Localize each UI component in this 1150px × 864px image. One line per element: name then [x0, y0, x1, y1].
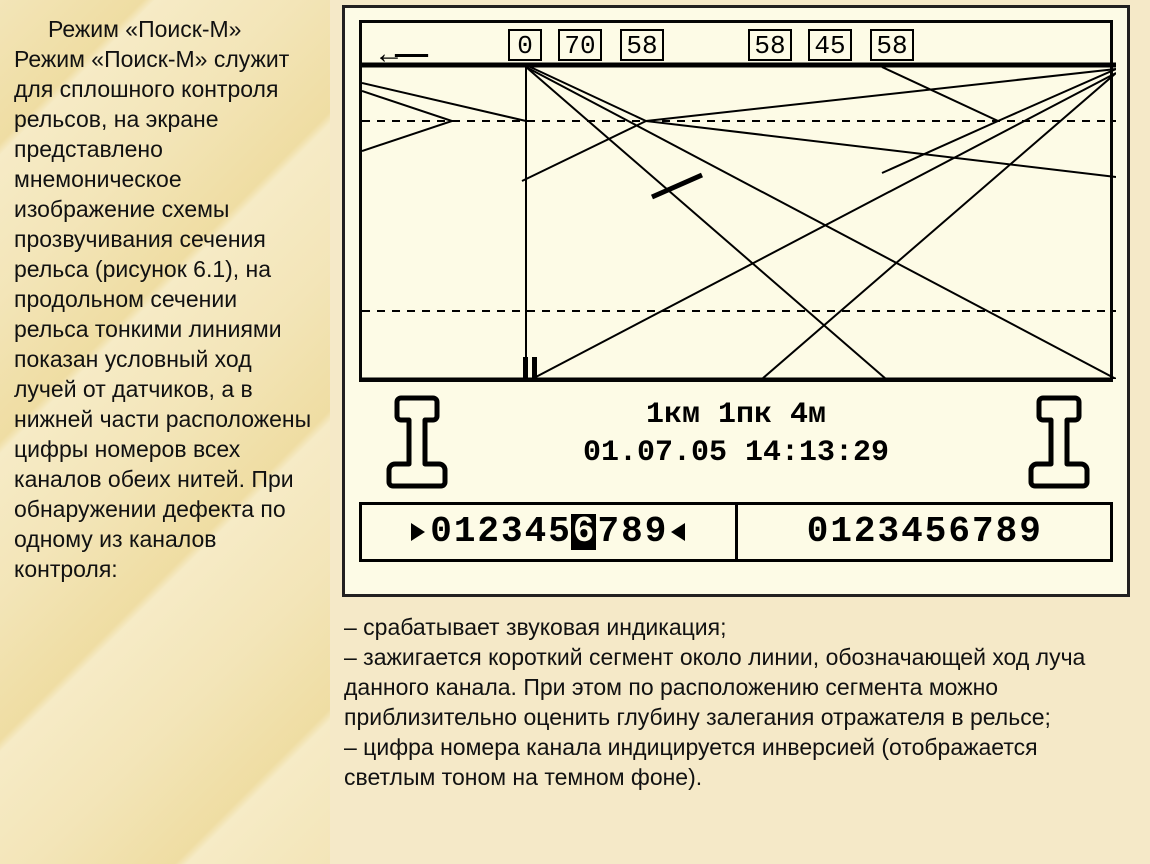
rail-icon-right [1023, 392, 1095, 492]
status-lines: 1км 1пк 4м 01.07.05 14:13:29 [359, 396, 1113, 472]
channels-right: 0123456789 [738, 502, 1114, 562]
status-row: 1км 1пк 4м 01.07.05 14:13:29 [359, 390, 1113, 498]
left-body: Режим «Поиск-М» служит для сплошного кон… [14, 46, 311, 582]
left-title: Режим «Поиск-М» [48, 16, 241, 42]
status-datetime: 01.07.05 14:13:29 [359, 434, 1113, 472]
bottom-text: – срабатывает звуковая индикация;– зажиг… [340, 608, 1135, 858]
status-distance: 1км 1пк 4м [359, 396, 1113, 434]
device-screen: ←—— 07058584558 1км 1пк 4м 01.07.05 14:1… [342, 5, 1130, 597]
ray-diagram [362, 23, 1116, 379]
channels-row: 0123456789 0123456789 [359, 502, 1113, 562]
sounding-diagram: ←—— 07058584558 [359, 20, 1113, 382]
bottom-line-0: – срабатывает звуковая индикация; [344, 612, 1127, 642]
left-column: Режим «Поиск-М» Режим «Поиск-М» служит д… [0, 0, 330, 864]
bottom-line-2: – цифра номера канала индицируется инвер… [344, 732, 1127, 792]
bottom-line-1: – зажигается короткий сегмент около лини… [344, 642, 1127, 732]
left-text: Режим «Поиск-М» Режим «Поиск-М» служит д… [14, 14, 314, 584]
channels-left: 0123456789 [359, 502, 738, 562]
